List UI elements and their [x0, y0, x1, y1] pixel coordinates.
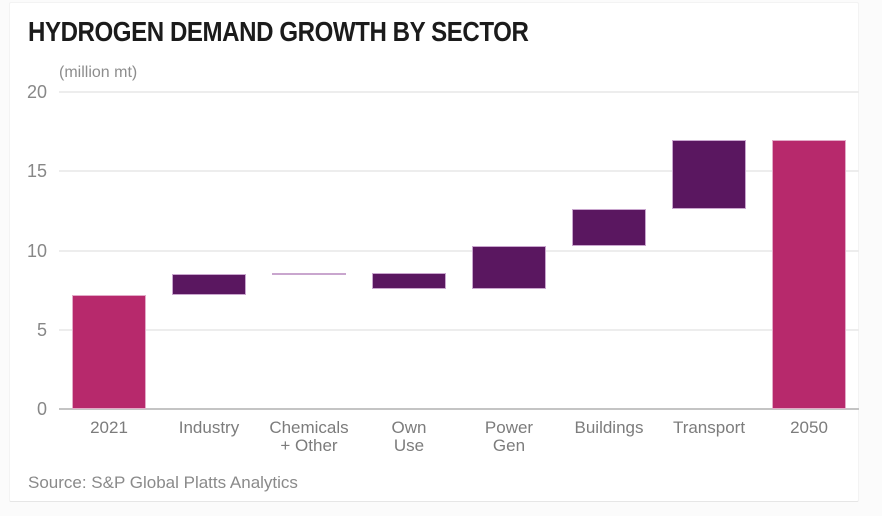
y-axis-unit-label: (million mt) [59, 64, 138, 81]
y-tick-10: 10 [26, 240, 47, 261]
x-label-line: Buildings [574, 418, 644, 437]
bar-transport [672, 139, 746, 210]
x-label-line: 2021 [90, 418, 128, 437]
bar-chemicals-other [272, 272, 346, 276]
x-label-2021: 2021 [59, 419, 159, 437]
x-label-line: Transport [672, 418, 746, 437]
x-label-line: Chemicals [269, 418, 349, 437]
x-label-line: 2050 [790, 418, 828, 437]
x-label-buildings: Buildings [559, 419, 659, 437]
plot-area: (million mt) 0 5 10 15 20 2021 Industry Chemica… [27, 64, 859, 454]
y-tick-0: 0 [36, 399, 47, 419]
y-tick-20: 20 [26, 82, 47, 102]
gridline-10 [59, 249, 859, 252]
bar-industry [172, 274, 246, 295]
bar-2021 [72, 294, 146, 409]
y-tick-5: 5 [36, 319, 47, 340]
x-label-line: Gen [492, 435, 526, 455]
bar-power-gen [472, 245, 546, 289]
bar-own-use [372, 272, 446, 289]
x-label-chemicals-other: Chemicals + Other [259, 419, 359, 454]
gridline-5 [59, 328, 859, 331]
x-label-line: Industry [178, 418, 240, 437]
gridline-0 [59, 408, 859, 410]
x-label-own-use: Own Use [359, 419, 459, 454]
source-line: Source: S&P Global Platts Analytics [28, 473, 298, 492]
x-label-transport: Transport [659, 419, 759, 437]
gridline-20 [59, 91, 859, 93]
chart-card: HYDROGEN DEMAND GROWTH BY SECTOR (millio… [9, 2, 859, 502]
gridline-15 [59, 170, 859, 173]
x-label-industry: Industry [159, 419, 259, 437]
x-label-power-gen: Power Gen [459, 419, 559, 454]
x-label-2050: 2050 [759, 419, 859, 437]
bar-2050 [772, 139, 846, 409]
chart-title: HYDROGEN DEMAND GROWTH BY SECTOR [28, 16, 529, 47]
x-label-line: Own [391, 418, 427, 437]
x-label-line: Power [484, 418, 534, 437]
bar-buildings [572, 209, 646, 246]
y-tick-15: 15 [26, 161, 47, 182]
x-label-line: Use [393, 435, 425, 455]
x-label-line: + Other [280, 435, 338, 455]
